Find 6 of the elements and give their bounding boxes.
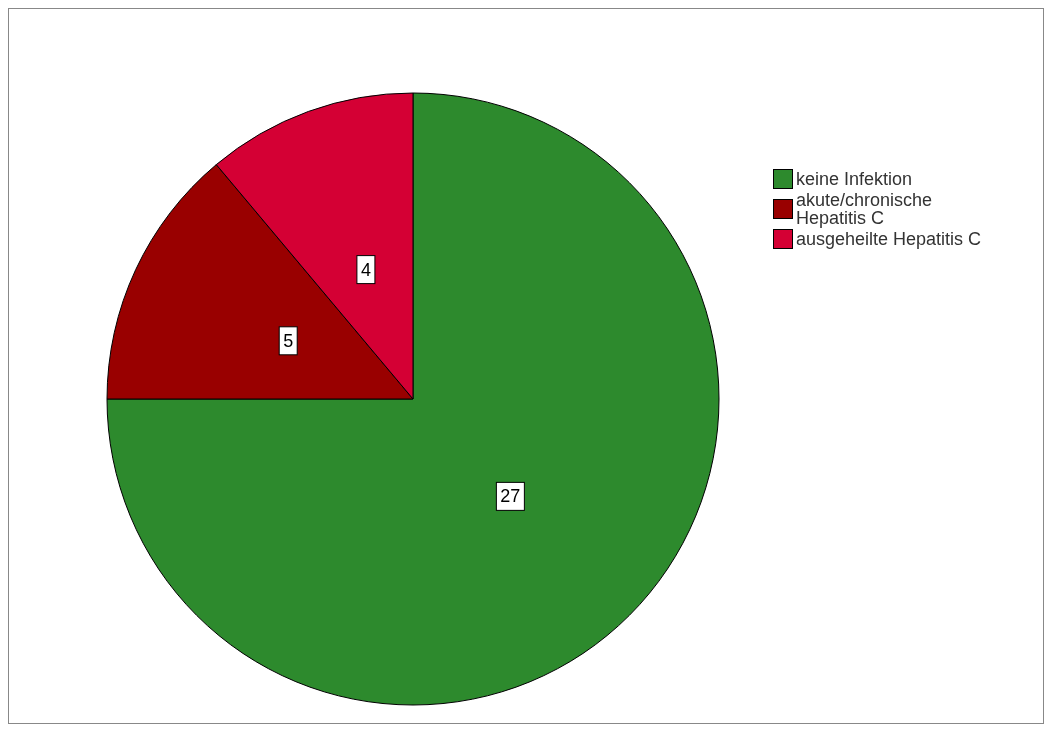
pie-slice bbox=[106, 92, 720, 706]
data-label: 4 bbox=[360, 259, 371, 280]
data-label: 5 bbox=[283, 330, 294, 351]
data-label: 27 bbox=[500, 486, 521, 507]
legend-label: ausgeheilte Hepatitis C bbox=[796, 229, 982, 249]
legend-label: keine Infektion bbox=[796, 169, 913, 189]
